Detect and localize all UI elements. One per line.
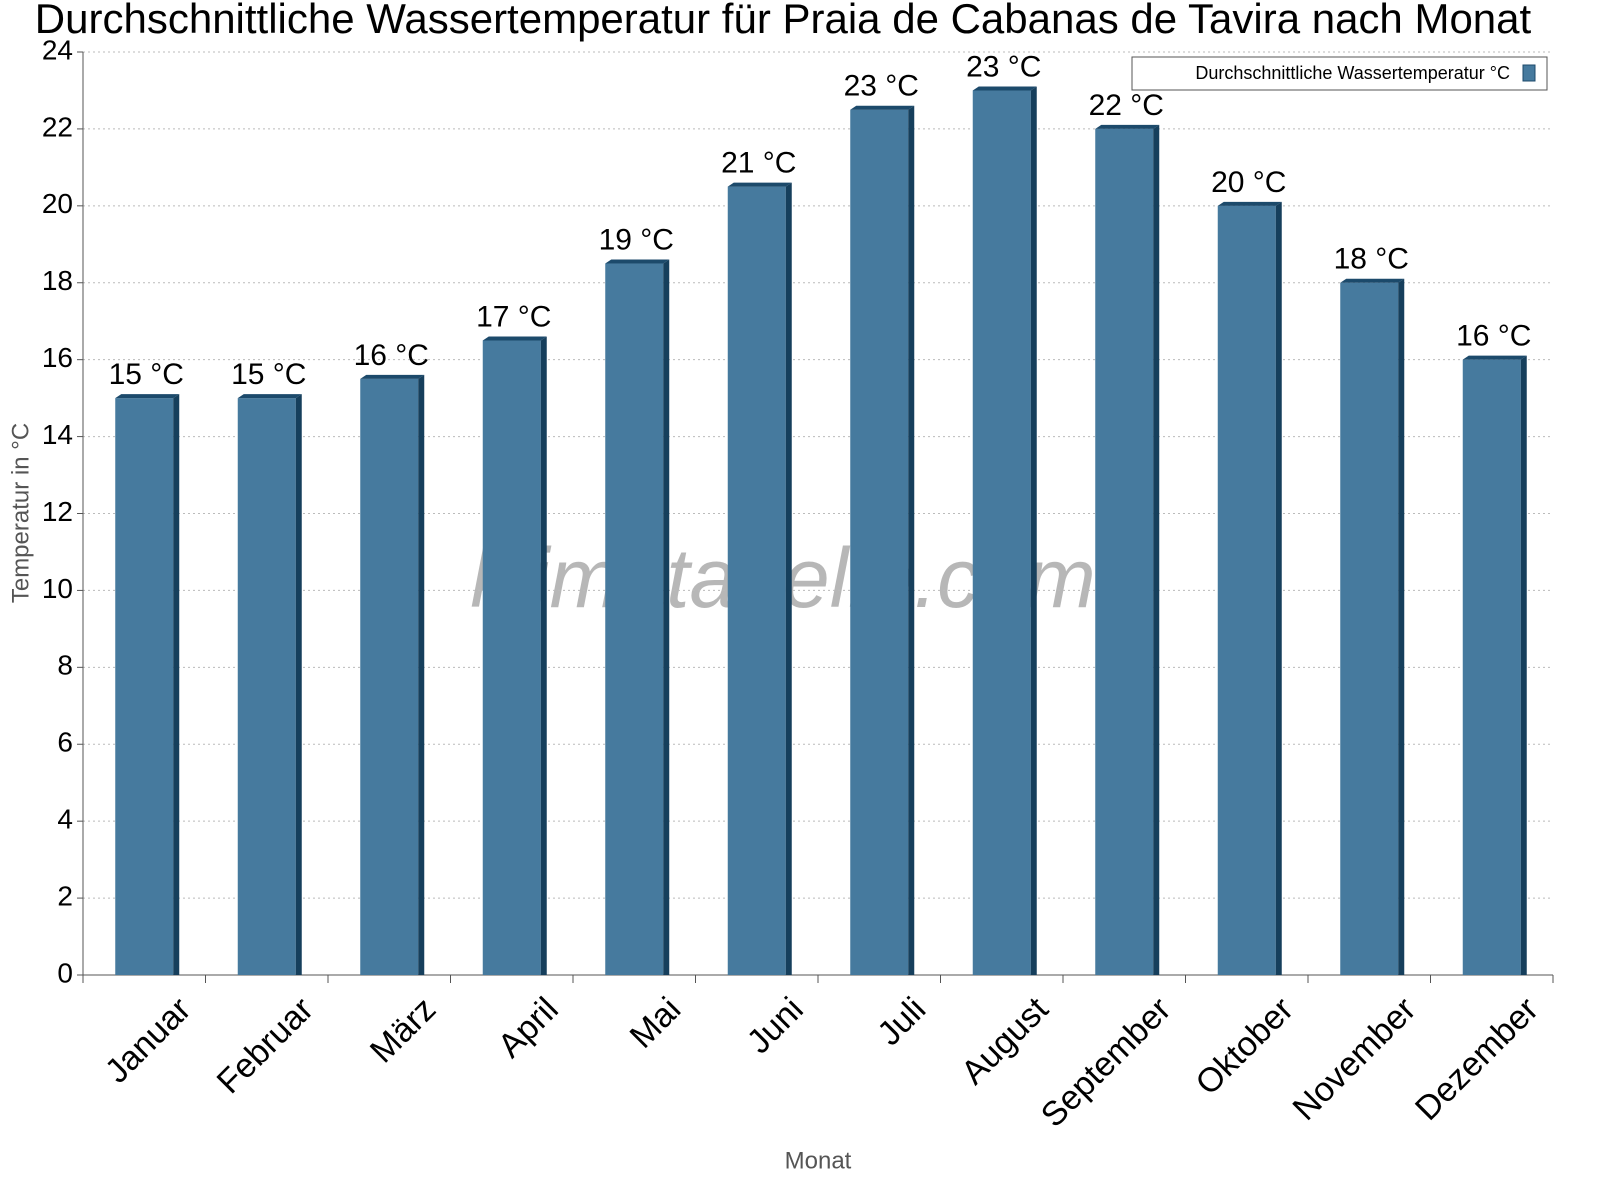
bar-side xyxy=(785,182,792,975)
bar-top xyxy=(605,259,670,264)
bar-side xyxy=(1398,278,1405,975)
chart-title: Durchschnittliche Wassertemperatur für P… xyxy=(35,0,1532,42)
y-tick-label: 22 xyxy=(42,111,73,142)
data-label: 16 °C xyxy=(354,339,429,372)
bar-side xyxy=(295,394,302,975)
y-tick-label: 4 xyxy=(57,804,73,835)
bar xyxy=(115,398,174,975)
bar xyxy=(1462,359,1521,976)
bar-side xyxy=(908,105,915,975)
bar-top xyxy=(482,336,547,341)
bar-top xyxy=(972,86,1037,91)
x-tick-label: Juni xyxy=(740,990,811,1061)
bar-top xyxy=(727,182,792,187)
bar xyxy=(360,378,419,975)
bar-side xyxy=(1153,124,1160,975)
bar xyxy=(727,186,786,975)
y-tick-label: 6 xyxy=(57,727,73,758)
bar-side xyxy=(418,374,425,975)
y-tick-label: 16 xyxy=(42,342,73,373)
data-label: 18 °C xyxy=(1334,243,1409,276)
bar xyxy=(972,90,1031,976)
bar-side xyxy=(1030,86,1037,976)
x-tick-label: Mai xyxy=(623,990,689,1056)
data-label: 15 °C xyxy=(109,358,184,391)
bar xyxy=(1217,205,1276,976)
x-tick-label: Oktober xyxy=(1188,990,1300,1102)
bar-top xyxy=(360,374,425,379)
data-label: 16 °C xyxy=(1456,320,1531,353)
y-tick-label: 2 xyxy=(57,880,73,911)
data-label: 22 °C xyxy=(1089,89,1164,122)
bar xyxy=(237,398,296,975)
x-tick-label: Juli xyxy=(870,990,933,1053)
bar-side xyxy=(540,336,547,975)
data-label: 23 °C xyxy=(844,70,919,103)
y-tick-label: 10 xyxy=(42,573,73,604)
data-label: 23 °C xyxy=(966,50,1041,83)
y-tick-label: 12 xyxy=(42,496,73,527)
bar-top xyxy=(1462,355,1527,360)
x-tick-label: August xyxy=(954,990,1056,1092)
y-tick-label: 0 xyxy=(57,957,73,988)
y-tick-label: 8 xyxy=(57,650,73,681)
legend-box xyxy=(1131,56,1548,91)
bar-top xyxy=(1340,278,1405,283)
data-label: 20 °C xyxy=(1211,166,1286,199)
y-tick-label: 14 xyxy=(42,419,73,450)
x-tick-label: März xyxy=(363,990,443,1070)
x-axis-title: Monat xyxy=(785,1147,852,1174)
y-axis-title: Temperatur in °C xyxy=(7,423,34,603)
bar xyxy=(850,109,909,975)
x-tick-label: Dezember xyxy=(1408,990,1546,1128)
bar xyxy=(482,340,541,975)
bar xyxy=(605,263,664,975)
bar-side xyxy=(173,394,180,975)
bar-side xyxy=(663,259,670,975)
data-label: 15 °C xyxy=(231,358,306,391)
y-tick-label: 24 xyxy=(42,34,73,65)
x-tick-label: Februar xyxy=(210,990,321,1101)
x-tick-label: April xyxy=(491,990,566,1065)
bar-top xyxy=(115,394,180,399)
bar-top xyxy=(237,394,302,399)
bar xyxy=(1340,282,1399,975)
x-tick-label: Januar xyxy=(98,990,198,1090)
y-tick-label: 18 xyxy=(42,265,73,296)
data-label: 19 °C xyxy=(599,223,674,256)
bar-top xyxy=(850,105,915,110)
legend-label: Durchschnittliche Wassertemperatur °C xyxy=(1195,63,1510,83)
data-label: 21 °C xyxy=(721,147,796,180)
x-tick-label: November xyxy=(1285,990,1423,1128)
y-tick-label: 20 xyxy=(42,188,73,219)
bar-top xyxy=(1217,201,1282,206)
bar xyxy=(1095,128,1154,975)
data-label: 17 °C xyxy=(476,300,551,333)
x-tick-label: September xyxy=(1034,990,1178,1134)
bar-top xyxy=(1095,124,1160,129)
bar-side xyxy=(1275,201,1282,976)
legend-swatch xyxy=(1522,64,1536,82)
bar-side xyxy=(1520,355,1527,976)
